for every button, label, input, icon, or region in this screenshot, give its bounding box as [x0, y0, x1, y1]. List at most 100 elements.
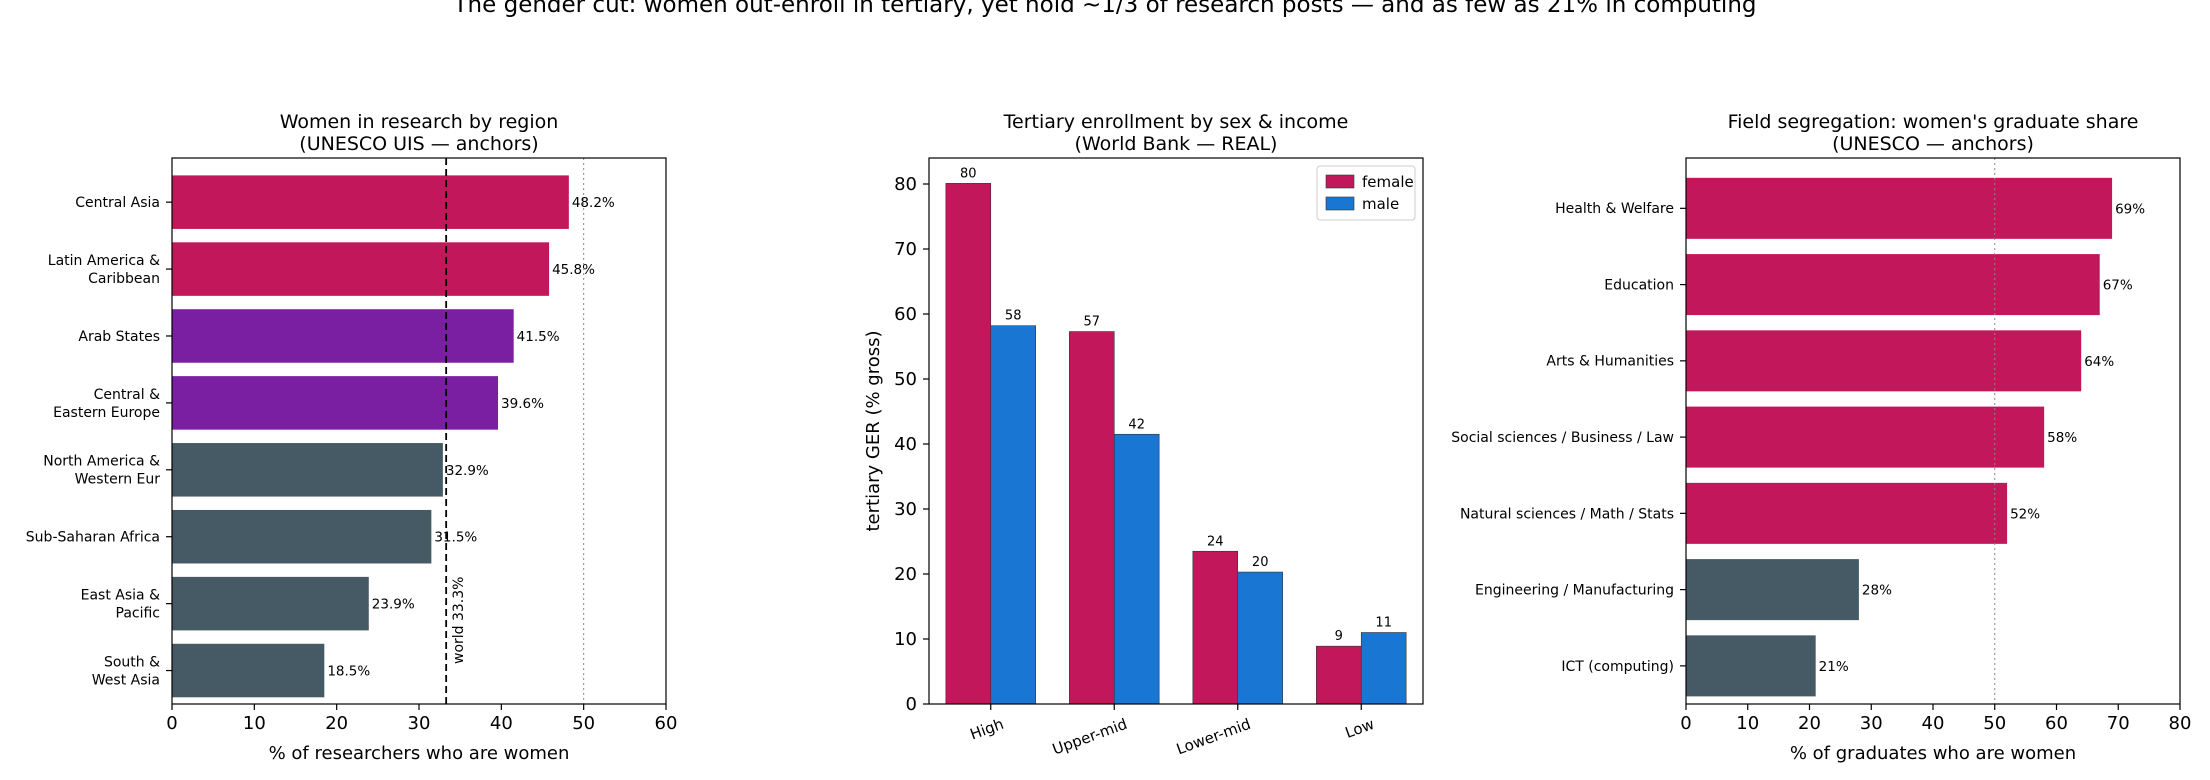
field-title: Field segregation: women's graduate shar… [1728, 111, 2139, 133]
research-title: (UNESCO UIS — anchors) [299, 133, 538, 155]
research-xlabel: % of researchers who are women [269, 743, 570, 764]
enroll-bar-male [1237, 571, 1283, 705]
figure-title: The gender cut: women out-enroll in tert… [453, 0, 1757, 18]
enroll-ytick-label: 0 [906, 694, 917, 715]
enroll-axes-frame [928, 157, 1424, 705]
chart-field-segregation: Field segregation: women's graduate shar… [1451, 111, 2191, 764]
field-bar [1686, 406, 2045, 468]
enroll-category-label: High [968, 715, 1007, 744]
legend-label-female: female [1362, 173, 1414, 191]
research-title: Women in research by region [280, 111, 559, 133]
enroll-bar-female [1069, 331, 1115, 705]
enroll-category-label: Low [1343, 715, 1377, 742]
research-value-label: 32.9% [446, 463, 489, 479]
enroll-bar-female [1316, 645, 1362, 705]
research-xtick-label: 60 [655, 713, 678, 734]
field-category-label: ICT (computing) [1561, 659, 1674, 675]
research-category-label: Latin America & Caribbean [48, 253, 160, 287]
research-xtick-label: 0 [166, 713, 177, 734]
field-category-label: Education [1604, 277, 1674, 293]
field-xlabel: % of graduates who are women [1790, 743, 2076, 764]
field-xtick-label: 50 [1983, 713, 2006, 734]
enroll-value-label: 11 [1375, 616, 1392, 631]
research-bar [172, 509, 432, 564]
research-xtick-label: 30 [408, 713, 431, 734]
research-reference-label: world 33.3% [451, 577, 467, 664]
enroll-legend: female male [1316, 165, 1416, 221]
research-value-label: 31.5% [434, 530, 477, 546]
enroll-value-label: 42 [1128, 417, 1145, 432]
research-xtick-label: 10 [243, 713, 266, 734]
field-category-label: Social sciences / Business / Law [1451, 430, 1674, 446]
enroll-ytick-label: 70 [894, 239, 917, 260]
field-bar [1686, 482, 2008, 544]
enroll-ytick-label: 20 [894, 564, 917, 585]
field-bar [1686, 330, 2082, 392]
field-title: (UNESCO — anchors) [1832, 133, 2034, 155]
research-xtick-label: 50 [572, 713, 595, 734]
enroll-value-label: 58 [1005, 309, 1022, 324]
research-category-label: Sub-Saharan Africa [26, 530, 160, 546]
field-bar [1686, 254, 2100, 316]
research-bar [172, 443, 443, 497]
enroll-title: Tertiary enrollment by sex & income [1003, 111, 1349, 133]
enroll-ytick-label: 40 [894, 434, 917, 455]
research-category-label: East Asia & Pacific [81, 588, 160, 622]
research-category-label: Arab States [78, 329, 160, 345]
enroll-value-label: 20 [1252, 555, 1269, 570]
enroll-ytick-label: 50 [894, 369, 917, 390]
enroll-ytick-label: 10 [894, 629, 917, 650]
research-category-label: Central & Eastern Europe [53, 387, 160, 421]
enroll-ytick-label: 60 [894, 304, 917, 325]
enroll-value-label: 24 [1207, 534, 1224, 549]
field-category-label: Health & Welfare [1555, 201, 1674, 217]
field-category-label: Natural sciences / Math / Stats [1460, 506, 1674, 522]
research-bar [172, 242, 550, 296]
enroll-value-label: 9 [1335, 629, 1343, 644]
enroll-ylabel: tertiary GER (% gross) [863, 330, 884, 531]
research-value-label: 23.9% [372, 597, 415, 613]
field-category-label: Engineering / Manufacturing [1475, 583, 1674, 599]
enroll-bar-female [945, 183, 992, 705]
enroll-category-label: Upper-mid [1050, 715, 1130, 759]
research-bar [172, 376, 499, 430]
field-bar [1686, 559, 1859, 621]
field-bar [1686, 635, 1816, 697]
enroll-value-label: 80 [960, 166, 977, 181]
field-xtick-label: 30 [1860, 713, 1883, 734]
research-xtick-label: 20 [325, 713, 348, 734]
research-category-label: Central Asia [75, 195, 160, 211]
enroll-title: (World Bank — REAL) [1075, 133, 1278, 155]
chart-women-in-research: Women in research by region(UNESCO UIS —… [26, 111, 678, 764]
enroll-bar-male [1360, 632, 1407, 705]
field-xtick-label: 20 [1798, 713, 1821, 734]
field-xtick-label: 10 [1736, 713, 1759, 734]
field-bar [1686, 177, 2113, 239]
enroll-value-label: 57 [1084, 315, 1101, 330]
research-value-label: 45.8% [552, 262, 595, 278]
field-xtick-label: 70 [2107, 713, 2130, 734]
research-bar [172, 643, 325, 698]
field-value-label: 64% [2084, 354, 2114, 370]
field-value-label: 21% [1819, 659, 1849, 675]
research-bar [172, 175, 569, 229]
field-value-label: 69% [2115, 201, 2145, 217]
field-xtick-label: 60 [2045, 713, 2068, 734]
research-category-label: North America & Western Eur [43, 454, 160, 488]
field-value-label: 58% [2047, 430, 2077, 446]
field-xtick-label: 80 [2169, 713, 2192, 734]
research-value-label: 41.5% [517, 329, 560, 345]
research-value-label: 39.6% [501, 396, 544, 412]
enroll-bar-male [990, 325, 1036, 705]
research-category-label: South & West Asia [92, 654, 160, 688]
field-value-label: 28% [1862, 583, 1892, 599]
chart-tertiary-enrollment: Tertiary enrollment by sex & income(Worl… [863, 111, 1424, 759]
legend-label-male: male [1362, 195, 1399, 213]
enroll-category-label: Lower-mid [1174, 715, 1253, 758]
enroll-bar-female [1192, 550, 1239, 705]
legend-swatch-female [1325, 174, 1355, 189]
enroll-bar-male [1113, 433, 1160, 705]
enroll-ytick-label: 30 [894, 499, 917, 520]
legend-swatch-male [1325, 196, 1355, 211]
